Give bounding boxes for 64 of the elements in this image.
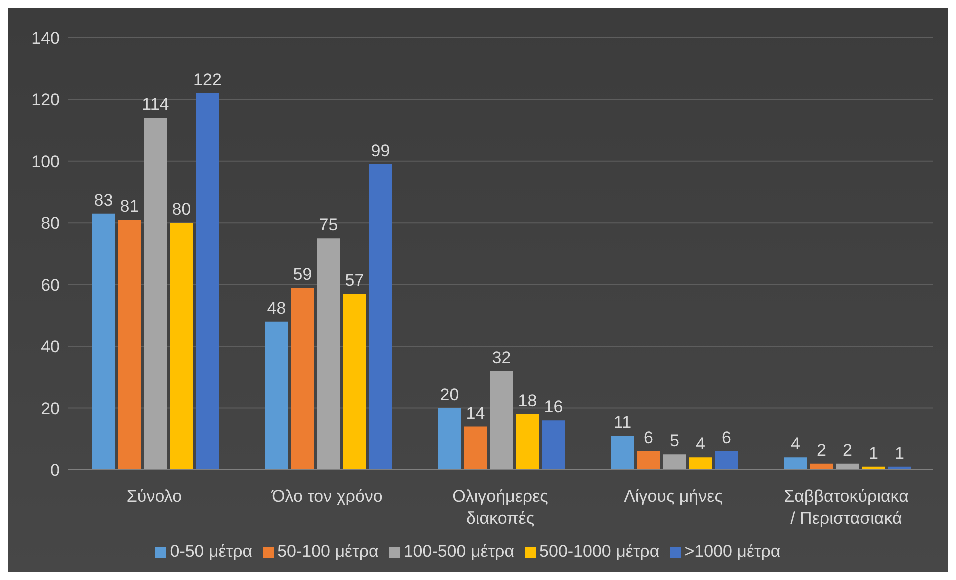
data-label: 18 (518, 391, 538, 410)
y-tick-label: 80 (41, 214, 60, 234)
y-tick-label: 100 (32, 152, 60, 172)
data-label: 75 (319, 216, 338, 235)
bar (542, 420, 566, 470)
data-label: 20 (440, 385, 460, 404)
x-tick-label: Σύνολο (126, 487, 182, 506)
data-label: 80 (172, 200, 192, 220)
data-label: 1 (894, 444, 904, 463)
data-label: 83 (94, 190, 114, 210)
data-label: 81 (120, 197, 140, 216)
data-label: 14 (466, 404, 486, 423)
bar (291, 288, 314, 470)
data-label: 122 (194, 70, 222, 90)
legend-label: 0-50 μέτρα (170, 542, 253, 561)
y-tick-label: 0 (50, 461, 60, 480)
y-tick-label: 20 (41, 399, 60, 418)
bar (438, 408, 462, 470)
legend-label: 50-100 μέτρα (278, 542, 379, 561)
bar (611, 436, 634, 470)
bar (170, 223, 194, 470)
bar (144, 118, 168, 470)
bar (784, 458, 808, 470)
y-tick-label: 40 (41, 338, 60, 357)
x-tick-label: Όλο τον χρόνο (271, 487, 383, 506)
x-tick-label: Ολιγοήμερες διακοπές (452, 487, 548, 528)
x-tick-label: Λίγους μήνες (624, 487, 723, 506)
legend-label: 100-500 μέτρα (404, 542, 515, 561)
y-tick-label: 60 (41, 276, 60, 295)
data-label: 4 (790, 434, 800, 454)
data-label: 32 (492, 348, 512, 368)
y-tick-label: 120 (32, 90, 60, 110)
data-label: 2 (816, 440, 826, 460)
data-label: 16 (544, 398, 564, 417)
bar (265, 322, 288, 470)
data-label: 114 (142, 95, 170, 114)
bar (369, 164, 392, 470)
bar (490, 371, 514, 470)
data-label: 6 (722, 428, 732, 448)
bar (343, 294, 366, 470)
y-tick-label: 140 (32, 29, 60, 48)
bar (92, 214, 116, 470)
legend-label: >1000 μέτρα (684, 542, 781, 561)
bar (516, 414, 540, 470)
data-label: 4 (696, 434, 706, 454)
data-label: 2 (842, 440, 852, 460)
data-label: 6 (644, 428, 654, 448)
bar (464, 426, 488, 470)
bar (637, 451, 660, 470)
bar (663, 454, 686, 470)
data-label: 59 (293, 264, 312, 284)
bar (317, 238, 340, 470)
x-tick-label: Σαββατοκύριακα / Περιστασιακά (784, 487, 910, 528)
bar (689, 458, 712, 470)
data-label: 1 (868, 444, 878, 463)
bar (715, 451, 738, 470)
data-label: 5 (670, 432, 680, 451)
data-label: 99 (371, 142, 390, 161)
bar (118, 220, 142, 470)
bar (196, 94, 220, 470)
data-label: 48 (267, 298, 286, 318)
data-label: 11 (614, 413, 632, 432)
legend-label: 500-1000 μέτρα (540, 542, 660, 561)
data-label: 57 (345, 271, 364, 290)
